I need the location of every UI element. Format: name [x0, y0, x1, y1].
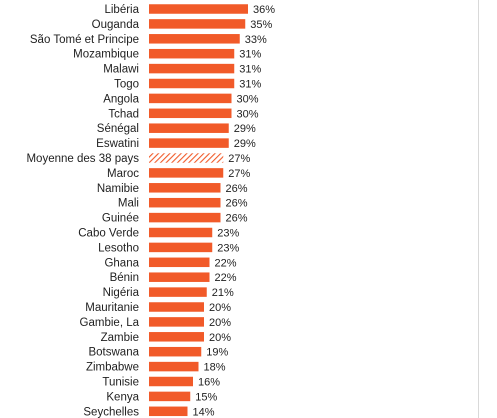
- category-label: Bénin: [110, 272, 139, 284]
- value-label: 14%: [193, 406, 215, 418]
- category-label: Tunisie: [102, 377, 139, 389]
- category-label: Guinée: [102, 213, 139, 225]
- bar: [149, 123, 229, 133]
- value-label: 33%: [245, 34, 267, 46]
- value-label: 19%: [206, 347, 228, 359]
- bar: [149, 346, 202, 357]
- value-label: 26%: [226, 198, 248, 210]
- bar: [149, 34, 240, 44]
- category-label: Cabo Verde: [78, 228, 139, 240]
- category-label: Eswatini: [96, 138, 139, 150]
- category-label: Mozambique: [73, 49, 139, 61]
- bar: [149, 183, 221, 193]
- bar: [149, 197, 221, 208]
- category-label: Maroc: [107, 168, 139, 180]
- bar: [149, 168, 224, 178]
- category-label: Ouganda: [92, 19, 140, 31]
- bar: [149, 48, 235, 59]
- bar: [149, 361, 199, 372]
- category-label: Mauritanie: [85, 302, 139, 314]
- category-label: Botswana: [88, 347, 139, 359]
- bar: [149, 317, 204, 327]
- category-label: Malawi: [103, 64, 139, 76]
- value-label: 31%: [239, 64, 261, 76]
- bar: [149, 19, 246, 29]
- value-label: 29%: [234, 123, 256, 135]
- value-label: 16%: [198, 377, 220, 389]
- average-bar: [149, 153, 224, 163]
- value-label: 15%: [195, 391, 217, 403]
- category-label: Togo: [114, 79, 139, 91]
- bar: [149, 257, 210, 268]
- bar: [149, 93, 232, 104]
- category-label: Angola: [103, 93, 139, 105]
- bar: [149, 108, 232, 119]
- category-label: Seychelles: [83, 406, 139, 418]
- category-label: São Tomé et Principe: [30, 34, 139, 46]
- category-label: Moyenne des 38 pays: [26, 153, 139, 165]
- bar: [149, 242, 213, 253]
- category-label: Zambie: [101, 332, 139, 344]
- value-label: 26%: [226, 183, 248, 195]
- bar: [149, 63, 235, 74]
- bar: [149, 4, 248, 14]
- bar: [149, 406, 188, 417]
- value-label: 23%: [217, 228, 239, 240]
- panel-border: [478, 0, 479, 418]
- bar: [149, 287, 207, 297]
- value-label: 20%: [209, 332, 231, 344]
- value-label: 36%: [253, 4, 275, 16]
- bar: [149, 212, 221, 223]
- value-label: 27%: [228, 168, 250, 180]
- category-label: Ghana: [104, 257, 139, 269]
- value-label: 27%: [228, 153, 250, 165]
- bar: [149, 376, 193, 387]
- value-label: 20%: [209, 302, 231, 314]
- bar: [149, 227, 213, 238]
- category-label: Libéria: [104, 4, 139, 16]
- value-label: 31%: [239, 49, 261, 61]
- category-label: Tchad: [108, 108, 139, 120]
- value-label: 21%: [212, 287, 234, 299]
- bar: [149, 78, 235, 89]
- category-label: Mali: [118, 198, 139, 210]
- value-label: 30%: [237, 108, 259, 120]
- bar: [149, 138, 229, 148]
- value-label: 22%: [215, 272, 237, 284]
- category-label: Zimbabwe: [86, 362, 139, 374]
- category-label: Lesotho: [98, 242, 139, 254]
- value-label: 29%: [234, 138, 256, 150]
- value-label: 20%: [209, 317, 231, 329]
- value-label: 26%: [226, 213, 248, 225]
- value-label: 23%: [217, 242, 239, 254]
- bar: [149, 272, 210, 282]
- bar: [149, 391, 191, 402]
- category-label: Kenya: [106, 391, 139, 403]
- value-label: 30%: [237, 93, 259, 105]
- category-label: Gambie, La: [80, 317, 140, 329]
- bar: [149, 302, 204, 312]
- bar: [149, 332, 204, 342]
- value-label: 22%: [215, 257, 237, 269]
- category-label: Namibie: [97, 183, 139, 195]
- value-label: 18%: [204, 362, 226, 374]
- value-label: 31%: [239, 79, 261, 91]
- category-label: Nigéria: [103, 287, 140, 299]
- category-label: Sénégal: [97, 123, 139, 135]
- value-label: 35%: [250, 19, 272, 31]
